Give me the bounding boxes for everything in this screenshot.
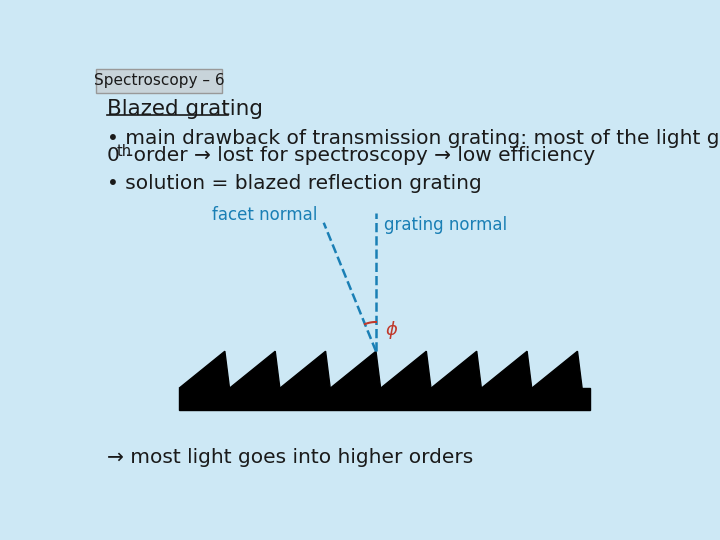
Polygon shape <box>431 351 482 388</box>
Text: Spectroscopy – 6: Spectroscopy – 6 <box>94 73 225 89</box>
Polygon shape <box>381 351 431 388</box>
Polygon shape <box>179 351 230 388</box>
Text: • solution = blazed reflection grating: • solution = blazed reflection grating <box>107 174 482 193</box>
Polygon shape <box>230 351 280 388</box>
Polygon shape <box>482 351 532 388</box>
Text: • main drawback of transmission grating: most of the light goes into: • main drawback of transmission grating:… <box>107 129 720 148</box>
Text: ϕ: ϕ <box>385 321 397 339</box>
Text: th: th <box>117 144 132 159</box>
Text: Blazed grating: Blazed grating <box>107 99 263 119</box>
Text: grating normal: grating normal <box>384 217 507 234</box>
Bar <box>179 388 590 410</box>
Polygon shape <box>532 351 582 388</box>
Polygon shape <box>330 351 381 388</box>
Text: facet normal: facet normal <box>212 206 318 224</box>
Text: → most light goes into higher orders: → most light goes into higher orders <box>107 448 473 467</box>
Text: -order → lost for spectroscopy → low efficiency: -order → lost for spectroscopy → low eff… <box>126 146 595 165</box>
Polygon shape <box>280 351 330 388</box>
Text: 0: 0 <box>107 146 120 165</box>
FancyBboxPatch shape <box>96 70 222 92</box>
